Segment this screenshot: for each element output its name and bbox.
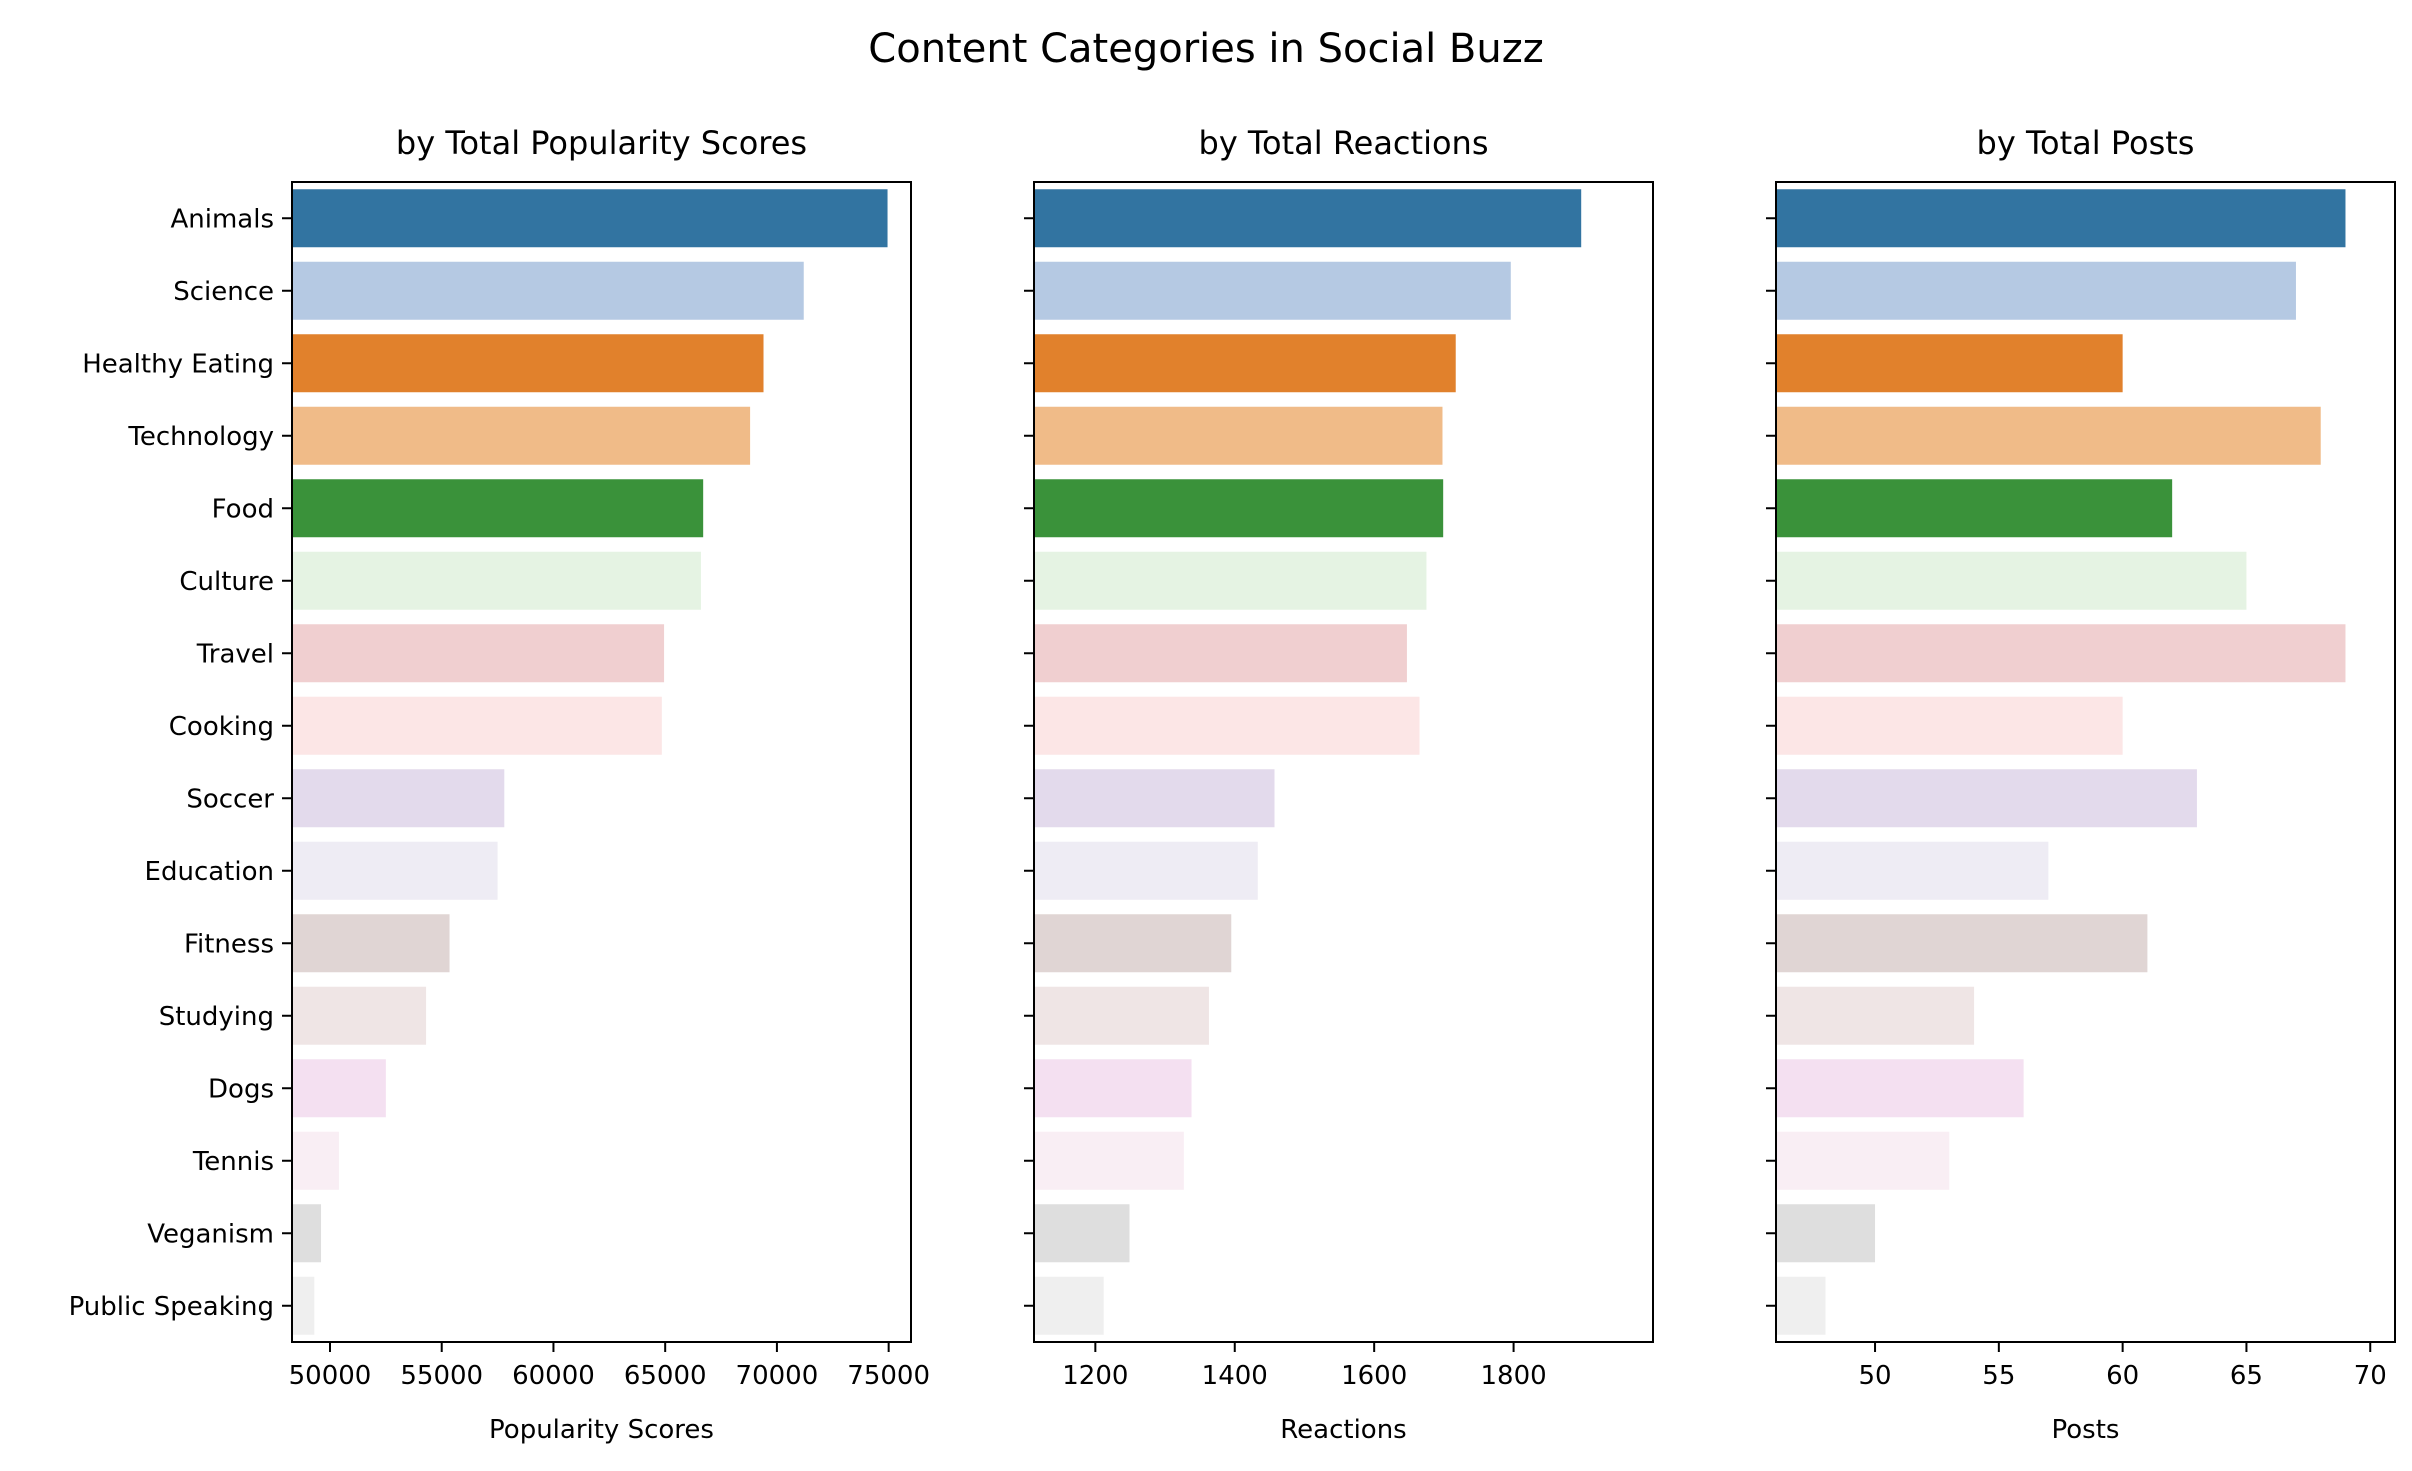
bar-public-speaking bbox=[292, 1276, 315, 1335]
y-tick-label: Education bbox=[145, 857, 274, 887]
bar-science bbox=[1034, 261, 1511, 320]
bar-studying bbox=[1776, 986, 1975, 1045]
y-tick-label: Public Speaking bbox=[69, 1292, 274, 1322]
bar-culture bbox=[1034, 551, 1427, 610]
y-tick-label: Fitness bbox=[184, 929, 274, 959]
bar-healthy-eating bbox=[292, 334, 764, 393]
axes-frame bbox=[1033, 181, 1654, 1343]
bar-animals bbox=[292, 189, 888, 248]
bar-technology bbox=[292, 406, 751, 465]
bar-animals bbox=[1776, 189, 2346, 248]
bar-soccer bbox=[292, 769, 505, 828]
bar-fitness bbox=[1034, 914, 1232, 973]
panel-3: by Total Posts 50 55 60 65 70 Posts bbox=[1766, 124, 2396, 1445]
x-tick-label: 1600 bbox=[1341, 1361, 1407, 1391]
panel-title: by Total Posts bbox=[1977, 124, 2195, 162]
x-tick-label: 70 bbox=[2354, 1361, 2387, 1391]
bar-public-speaking bbox=[1034, 1276, 1104, 1335]
panel-2: by Total Reactions 1200 1400 1600 1800 Reacti… bbox=[1024, 124, 1654, 1445]
y-tick-label: Studying bbox=[159, 1002, 274, 1032]
bar-tennis bbox=[292, 1131, 339, 1190]
y-tick-label: Soccer bbox=[186, 784, 274, 814]
bar-fitness bbox=[1776, 914, 2148, 973]
bar-soccer bbox=[1034, 769, 1275, 828]
bar-food bbox=[292, 479, 704, 538]
bar-science bbox=[292, 261, 804, 320]
bar-healthy-eating bbox=[1034, 334, 1456, 393]
bar-education bbox=[1776, 841, 2049, 900]
bar-tennis bbox=[1034, 1131, 1184, 1190]
y-tick-label: Science bbox=[173, 277, 274, 307]
bar-travel bbox=[1034, 624, 1407, 683]
x-tick-label: 50000 bbox=[289, 1361, 372, 1391]
bar-culture bbox=[292, 551, 701, 610]
panel-title: by Total Reactions bbox=[1199, 124, 1489, 162]
x-tick-label: 70000 bbox=[736, 1361, 819, 1391]
chart-title: Content Categories in Social Buzz bbox=[868, 26, 1543, 72]
bar-soccer bbox=[1776, 769, 2197, 828]
x-axis-label: Reactions bbox=[1280, 1415, 1406, 1445]
x-tick-label: 50 bbox=[1858, 1361, 1891, 1391]
bar-healthy-eating bbox=[1776, 334, 2123, 393]
y-tick-label: Dogs bbox=[208, 1074, 274, 1104]
x-tick-label: 65 bbox=[2230, 1361, 2263, 1391]
x-tick-label: 1800 bbox=[1480, 1361, 1546, 1391]
y-tick-label: Cooking bbox=[169, 712, 274, 742]
bar-dogs bbox=[1776, 1059, 2024, 1118]
axes-frame bbox=[1775, 181, 2396, 1343]
bar-veganism bbox=[1776, 1204, 1876, 1263]
bar-fitness bbox=[292, 914, 450, 973]
x-tick-label: 75000 bbox=[847, 1361, 930, 1391]
y-tick-label: Culture bbox=[179, 567, 274, 597]
y-tick-label: Animals bbox=[170, 204, 274, 234]
bar-dogs bbox=[292, 1059, 386, 1118]
bar-veganism bbox=[1034, 1204, 1130, 1263]
bar-cooking bbox=[1776, 696, 2123, 755]
bar-cooking bbox=[292, 696, 662, 755]
y-tick-label: Veganism bbox=[147, 1219, 274, 1249]
y-tick-label: Food bbox=[212, 494, 274, 524]
bar-dogs bbox=[1034, 1059, 1192, 1118]
x-tick-label: 60 bbox=[2106, 1361, 2139, 1391]
bar-studying bbox=[1034, 986, 1209, 1045]
y-tick-label: Healthy Eating bbox=[82, 349, 274, 379]
x-tick-label: 55 bbox=[1982, 1361, 2015, 1391]
x-axis-label: Posts bbox=[2052, 1415, 2120, 1445]
bar-public-speaking bbox=[1776, 1276, 1826, 1335]
bar-cooking bbox=[1034, 696, 1420, 755]
bar-science bbox=[1776, 261, 2296, 320]
bar-education bbox=[1034, 841, 1258, 900]
bar-education bbox=[292, 841, 498, 900]
bar-food bbox=[1034, 479, 1444, 538]
y-tick-label: Tennis bbox=[192, 1147, 274, 1177]
bar-culture bbox=[1776, 551, 2247, 610]
bar-animals bbox=[1034, 189, 1582, 248]
panel-title: by Total Popularity Scores bbox=[396, 124, 807, 162]
bar-tennis bbox=[1776, 1131, 1950, 1190]
x-tick-label: 1200 bbox=[1062, 1361, 1128, 1391]
x-tick-label: 1400 bbox=[1202, 1361, 1268, 1391]
y-tick-label: Technology bbox=[127, 422, 274, 452]
bar-travel bbox=[1776, 624, 2346, 683]
bar-food bbox=[1776, 479, 2173, 538]
bar-technology bbox=[1034, 406, 1443, 465]
x-tick-label: 65000 bbox=[624, 1361, 707, 1391]
x-axis-label: Popularity Scores bbox=[489, 1415, 714, 1445]
panel-1: by Total Popularity Scores Animals Science… bbox=[69, 124, 930, 1445]
x-tick-label: 60000 bbox=[512, 1361, 595, 1391]
bar-technology bbox=[1776, 406, 2321, 465]
axes-frame bbox=[291, 181, 912, 1343]
x-tick-label: 55000 bbox=[400, 1361, 483, 1391]
bar-studying bbox=[292, 986, 427, 1045]
bar-veganism bbox=[292, 1204, 322, 1263]
y-tick-label: Travel bbox=[196, 639, 274, 669]
bar-travel bbox=[292, 624, 665, 683]
